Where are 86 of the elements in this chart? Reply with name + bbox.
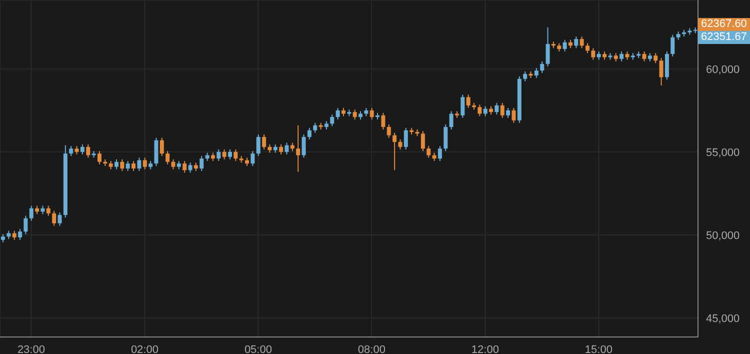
candlestick [137,157,142,172]
candlestick [438,146,442,162]
x-tick-label: 12:00 [471,344,499,354]
candlestick [296,124,300,172]
candlestick [404,127,408,150]
candlestick [546,26,550,67]
candlestick [262,134,266,150]
candlestick [426,146,431,158]
candlestick [352,109,357,120]
candlestick [534,68,538,79]
candlestick [12,230,16,240]
candlestick [284,142,289,155]
candlestick [466,94,470,108]
candlestick [250,150,255,167]
candlestick [80,144,84,155]
candlestick [586,42,590,54]
candlestick [460,94,465,118]
candlestick [659,58,664,86]
candlestick [494,102,499,116]
candlestick [279,144,284,155]
candlestick [500,102,504,118]
candlestick [444,124,448,152]
candlestick [642,50,646,62]
y-tick-label: 55,000 [706,146,740,159]
candlestick [574,36,578,49]
candlestick [336,107,340,120]
candlestick [483,106,488,117]
candlestick [540,60,544,74]
candlestick [216,148,221,162]
candlestick [171,158,176,170]
x-tick-label: 15:00 [584,344,612,354]
candlestick [620,50,624,62]
candlestick [234,148,238,162]
x-tick-label: 08:00 [358,344,386,354]
candlestick [222,148,226,160]
x-tick-label: 05:00 [244,344,272,354]
candlestick [302,134,306,158]
candlestick [120,158,124,172]
candlestick [132,160,136,172]
candlestick [307,127,312,140]
candlestick [330,114,334,127]
candlestick [256,134,260,157]
candlestick [512,107,516,124]
candlestick [46,205,50,216]
candlestick [478,104,482,117]
candlestick [29,205,34,222]
candlestick [313,122,318,134]
candlestick [182,160,187,174]
candlestick [86,144,90,158]
candlestick [506,107,510,118]
candlestick [523,70,528,82]
candlestick [381,112,386,130]
candlestick [69,146,74,157]
candlestick [664,50,669,80]
candlestick [154,137,158,167]
candlestick [449,110,454,130]
candlestick [24,215,28,235]
candlestick [398,138,402,150]
candlestick [562,39,567,52]
text: 62367.60 [698,18,750,31]
candlestick [188,162,192,174]
candlestick [386,124,391,138]
candlestick [200,156,204,172]
candlestick [52,210,56,226]
candlestick [166,150,170,165]
text: 62351.67 [698,31,750,44]
candlestick [58,212,62,226]
candlestick [392,132,397,171]
candlestick [670,34,675,57]
candlestick [420,130,425,152]
candlestick [591,48,596,60]
candlestick [370,107,374,120]
candlestick [18,228,22,240]
candlestick [654,52,658,64]
y-tick-label: 60,000 [706,64,740,76]
candlestick [160,137,164,157]
x-tick-label: 02:00 [130,344,158,354]
candlestick [142,157,147,170]
candlestick [580,36,584,49]
candlestick [114,158,118,170]
candlestick [126,160,130,172]
x-tick-label: 23:00 [17,344,45,354]
y-tick-label: 45,000 [706,312,740,325]
y-tick-label: 50,000 [706,230,740,242]
candlestick [228,148,232,160]
candlestick [97,150,102,165]
